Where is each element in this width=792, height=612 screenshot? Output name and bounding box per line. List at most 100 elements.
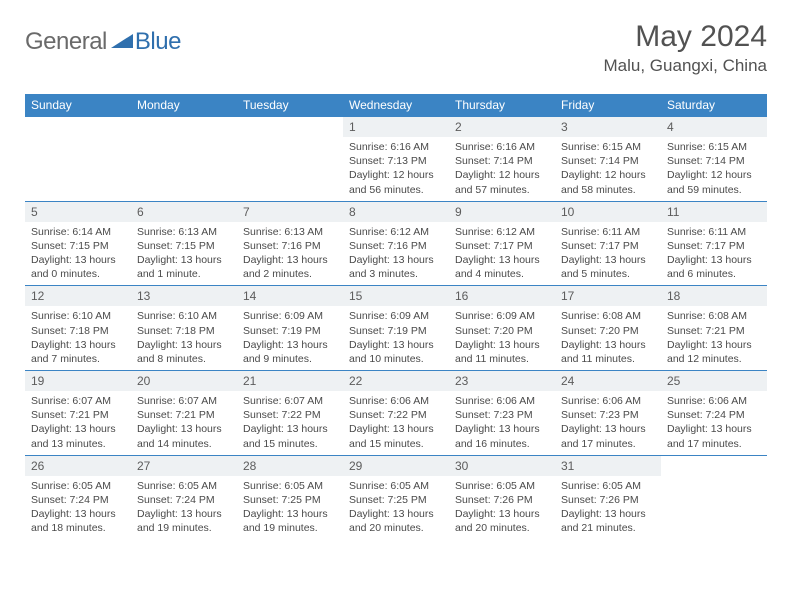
- calendar-cell: 7Sunrise: 6:13 AMSunset: 7:16 PMDaylight…: [237, 201, 343, 286]
- day-info: Sunrise: 6:15 AMSunset: 7:14 PMDaylight:…: [555, 137, 661, 201]
- calendar-header: SundayMondayTuesdayWednesdayThursdayFrid…: [25, 94, 767, 117]
- day-info: Sunrise: 6:16 AMSunset: 7:13 PMDaylight:…: [343, 137, 449, 201]
- day-number: 9: [449, 202, 555, 222]
- day-number: 26: [25, 456, 131, 476]
- day-info: Sunrise: 6:06 AMSunset: 7:23 PMDaylight:…: [555, 391, 661, 455]
- day-info: Sunrise: 6:15 AMSunset: 7:14 PMDaylight:…: [661, 137, 767, 201]
- day-info: Sunrise: 6:13 AMSunset: 7:16 PMDaylight:…: [237, 222, 343, 286]
- calendar-cell: 27Sunrise: 6:05 AMSunset: 7:24 PMDayligh…: [131, 455, 237, 539]
- day-info: Sunrise: 6:11 AMSunset: 7:17 PMDaylight:…: [555, 222, 661, 286]
- day-info: Sunrise: 6:07 AMSunset: 7:21 PMDaylight:…: [131, 391, 237, 455]
- day-number: 27: [131, 456, 237, 476]
- day-info: Sunrise: 6:05 AMSunset: 7:26 PMDaylight:…: [449, 476, 555, 540]
- day-info: Sunrise: 6:07 AMSunset: 7:21 PMDaylight:…: [25, 391, 131, 455]
- day-number: 22: [343, 371, 449, 391]
- weekday-header: Monday: [131, 94, 237, 117]
- page-title: May 2024: [604, 20, 767, 54]
- day-number: 6: [131, 202, 237, 222]
- day-number: 12: [25, 286, 131, 306]
- calendar-cell: 11Sunrise: 6:11 AMSunset: 7:17 PMDayligh…: [661, 201, 767, 286]
- calendar-cell: 21Sunrise: 6:07 AMSunset: 7:22 PMDayligh…: [237, 371, 343, 456]
- calendar-cell: 22Sunrise: 6:06 AMSunset: 7:22 PMDayligh…: [343, 371, 449, 456]
- day-number: 2: [449, 117, 555, 137]
- day-info: Sunrise: 6:09 AMSunset: 7:19 PMDaylight:…: [237, 306, 343, 370]
- calendar-cell: 23Sunrise: 6:06 AMSunset: 7:23 PMDayligh…: [449, 371, 555, 456]
- weekday-header: Thursday: [449, 94, 555, 117]
- calendar-cell: 6Sunrise: 6:13 AMSunset: 7:15 PMDaylight…: [131, 201, 237, 286]
- calendar-cell: ..: [25, 117, 131, 202]
- calendar-cell: 4Sunrise: 6:15 AMSunset: 7:14 PMDaylight…: [661, 117, 767, 202]
- calendar-cell: 9Sunrise: 6:12 AMSunset: 7:17 PMDaylight…: [449, 201, 555, 286]
- calendar-cell: 13Sunrise: 6:10 AMSunset: 7:18 PMDayligh…: [131, 286, 237, 371]
- day-number: 21: [237, 371, 343, 391]
- day-info: Sunrise: 6:05 AMSunset: 7:25 PMDaylight:…: [237, 476, 343, 540]
- calendar-body: ......1Sunrise: 6:16 AMSunset: 7:13 PMDa…: [25, 117, 767, 540]
- day-info: Sunrise: 6:05 AMSunset: 7:26 PMDaylight:…: [555, 476, 661, 540]
- calendar-cell: ..: [661, 455, 767, 539]
- calendar-cell: 8Sunrise: 6:12 AMSunset: 7:16 PMDaylight…: [343, 201, 449, 286]
- weekday-header: Tuesday: [237, 94, 343, 117]
- calendar-cell: 30Sunrise: 6:05 AMSunset: 7:26 PMDayligh…: [449, 455, 555, 539]
- calendar-table: SundayMondayTuesdayWednesdayThursdayFrid…: [25, 94, 767, 539]
- day-number: 19: [25, 371, 131, 391]
- calendar-cell: 25Sunrise: 6:06 AMSunset: 7:24 PMDayligh…: [661, 371, 767, 456]
- weekday-header: Saturday: [661, 94, 767, 117]
- day-info: Sunrise: 6:05 AMSunset: 7:24 PMDaylight:…: [131, 476, 237, 540]
- day-number: 18: [661, 286, 767, 306]
- logo: General Blue: [25, 20, 181, 56]
- logo-triangle-icon: [111, 32, 133, 53]
- location-subtitle: Malu, Guangxi, China: [604, 56, 767, 76]
- calendar-cell: 20Sunrise: 6:07 AMSunset: 7:21 PMDayligh…: [131, 371, 237, 456]
- day-info: Sunrise: 6:10 AMSunset: 7:18 PMDaylight:…: [131, 306, 237, 370]
- calendar-cell: 29Sunrise: 6:05 AMSunset: 7:25 PMDayligh…: [343, 455, 449, 539]
- day-number: 11: [661, 202, 767, 222]
- calendar-row: 5Sunrise: 6:14 AMSunset: 7:15 PMDaylight…: [25, 201, 767, 286]
- day-info: Sunrise: 6:16 AMSunset: 7:14 PMDaylight:…: [449, 137, 555, 201]
- day-info: Sunrise: 6:12 AMSunset: 7:16 PMDaylight:…: [343, 222, 449, 286]
- calendar-cell: 24Sunrise: 6:06 AMSunset: 7:23 PMDayligh…: [555, 371, 661, 456]
- day-number: 3: [555, 117, 661, 137]
- day-info: Sunrise: 6:08 AMSunset: 7:21 PMDaylight:…: [661, 306, 767, 370]
- calendar-cell: ..: [131, 117, 237, 202]
- calendar-cell: 17Sunrise: 6:08 AMSunset: 7:20 PMDayligh…: [555, 286, 661, 371]
- calendar-cell: 2Sunrise: 6:16 AMSunset: 7:14 PMDaylight…: [449, 117, 555, 202]
- header: General Blue May 2024 Malu, Guangxi, Chi…: [25, 20, 767, 76]
- calendar-cell: 3Sunrise: 6:15 AMSunset: 7:14 PMDaylight…: [555, 117, 661, 202]
- day-number: 17: [555, 286, 661, 306]
- day-number: 29: [343, 456, 449, 476]
- calendar-cell: 31Sunrise: 6:05 AMSunset: 7:26 PMDayligh…: [555, 455, 661, 539]
- day-number: 15: [343, 286, 449, 306]
- weekday-header: Sunday: [25, 94, 131, 117]
- calendar-cell: 19Sunrise: 6:07 AMSunset: 7:21 PMDayligh…: [25, 371, 131, 456]
- logo-text-general: General: [25, 28, 107, 56]
- weekday-header: Friday: [555, 94, 661, 117]
- day-number: 23: [449, 371, 555, 391]
- day-number: 14: [237, 286, 343, 306]
- day-number: 8: [343, 202, 449, 222]
- calendar-cell: ..: [237, 117, 343, 202]
- day-number: 10: [555, 202, 661, 222]
- logo-text-blue: Blue: [135, 28, 181, 56]
- day-info: Sunrise: 6:08 AMSunset: 7:20 PMDaylight:…: [555, 306, 661, 370]
- day-number: 16: [449, 286, 555, 306]
- calendar-cell: 15Sunrise: 6:09 AMSunset: 7:19 PMDayligh…: [343, 286, 449, 371]
- day-info: Sunrise: 6:13 AMSunset: 7:15 PMDaylight:…: [131, 222, 237, 286]
- day-number: 31: [555, 456, 661, 476]
- day-info: Sunrise: 6:10 AMSunset: 7:18 PMDaylight:…: [25, 306, 131, 370]
- day-info: Sunrise: 6:14 AMSunset: 7:15 PMDaylight:…: [25, 222, 131, 286]
- calendar-cell: 16Sunrise: 6:09 AMSunset: 7:20 PMDayligh…: [449, 286, 555, 371]
- day-number: 1: [343, 117, 449, 137]
- day-number: 24: [555, 371, 661, 391]
- day-info: Sunrise: 6:09 AMSunset: 7:20 PMDaylight:…: [449, 306, 555, 370]
- day-number: 4: [661, 117, 767, 137]
- day-info: Sunrise: 6:06 AMSunset: 7:23 PMDaylight:…: [449, 391, 555, 455]
- calendar-cell: 28Sunrise: 6:05 AMSunset: 7:25 PMDayligh…: [237, 455, 343, 539]
- day-number: 28: [237, 456, 343, 476]
- day-info: Sunrise: 6:11 AMSunset: 7:17 PMDaylight:…: [661, 222, 767, 286]
- day-number: 7: [237, 202, 343, 222]
- day-info: Sunrise: 6:05 AMSunset: 7:24 PMDaylight:…: [25, 476, 131, 540]
- title-block: May 2024 Malu, Guangxi, China: [604, 20, 767, 76]
- calendar-cell: 18Sunrise: 6:08 AMSunset: 7:21 PMDayligh…: [661, 286, 767, 371]
- calendar-cell: 1Sunrise: 6:16 AMSunset: 7:13 PMDaylight…: [343, 117, 449, 202]
- calendar-cell: 5Sunrise: 6:14 AMSunset: 7:15 PMDaylight…: [25, 201, 131, 286]
